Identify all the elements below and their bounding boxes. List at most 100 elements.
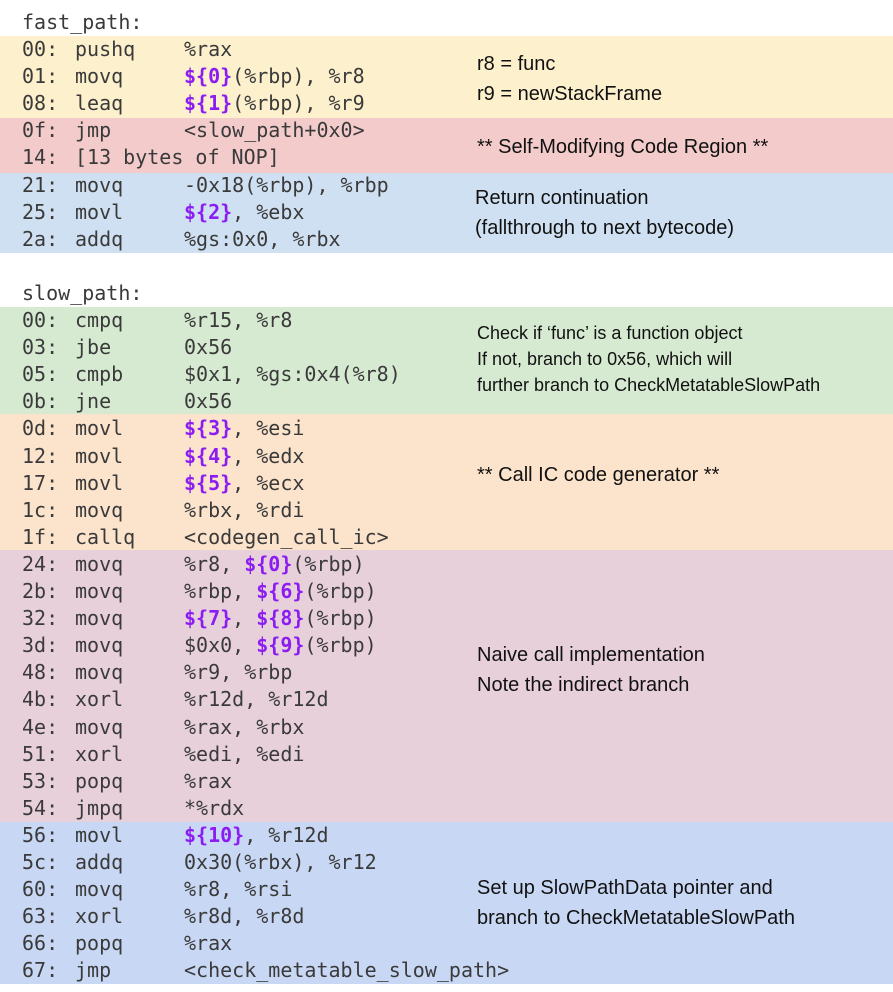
instruction-mnemonic: xorl xyxy=(75,904,124,929)
operand-text: %rax xyxy=(184,768,233,793)
instruction-address: 12: xyxy=(22,443,59,468)
operand-text: , %edx xyxy=(232,443,305,468)
function-check-region xyxy=(0,307,893,414)
instruction-mnemonic: jbe xyxy=(75,335,112,360)
instruction-mnemonic: popq xyxy=(75,768,124,793)
operand-text: (%rbp) xyxy=(304,633,377,658)
instruction-operands: %rax xyxy=(184,768,232,795)
instruction-mnemonic: movq xyxy=(75,877,124,902)
operand-text: (%rbp) xyxy=(304,579,377,603)
note-line: r9 = newStackFrame xyxy=(477,83,663,105)
instruction-address: 05: xyxy=(22,362,59,387)
instruction-address: 21: xyxy=(22,172,59,197)
instruction-operands: %rbx, %rdi xyxy=(184,497,304,524)
operand-text: *%rdx xyxy=(184,795,245,820)
instruction-address: 08: xyxy=(22,91,59,116)
fast-path-label: fast_path: xyxy=(22,10,143,34)
slow-path-setup-region xyxy=(0,822,893,984)
operand-text: 0x56 xyxy=(184,335,233,360)
operand-text: %r9, %rbp xyxy=(184,660,293,685)
instruction-mnemonic: jne xyxy=(75,389,112,414)
instruction-address: 54: xyxy=(22,795,59,820)
note-naive-call: Naive call implementation Note the indir… xyxy=(477,640,705,700)
instruction-address: 17: xyxy=(22,470,59,495)
operand-text: (%rbp) xyxy=(292,551,365,576)
operand-text: %r8, %rsi xyxy=(184,877,293,902)
return-continuation-region xyxy=(0,173,893,253)
note-line: If not, branch to 0x56, which will xyxy=(477,349,733,369)
instruction-mnemonic: pushq xyxy=(75,37,136,61)
operand-text: %r8, xyxy=(184,551,245,576)
instruction-operands: <slow_path+0x0> xyxy=(184,117,365,144)
note-call-ic: ** Call IC code generator ** xyxy=(477,460,719,490)
template-placeholder: ${4} xyxy=(184,443,233,468)
instruction-operands: %gs:0x0, %rbx xyxy=(184,226,341,253)
instruction-mnemonic: movl xyxy=(75,443,124,468)
instruction-mnemonic: addq xyxy=(75,226,124,251)
instruction-address: 3d: xyxy=(22,633,59,658)
instruction-mnemonic: movq xyxy=(75,64,124,89)
instruction-operands: 0x56 xyxy=(184,334,232,361)
note-line: Return continuation xyxy=(475,187,649,209)
instruction-operands: -0x18(%rbp), %rbp xyxy=(184,172,389,199)
operand-text: $0x1, %gs:0x4(%r8) xyxy=(184,362,401,387)
instruction-address: 00: xyxy=(22,308,59,332)
instruction-mnemonic: leaq xyxy=(75,91,124,116)
operand-text: -0x18(%rbp), %rbp xyxy=(184,172,389,197)
instruction-operands: 0x30(%rbx), %r12 xyxy=(184,849,377,876)
instruction-mnemonic: addq xyxy=(75,850,124,874)
instruction-operands: ${3}, %esi xyxy=(184,415,304,442)
instruction-address: 66: xyxy=(22,931,59,956)
instruction-address: 32: xyxy=(22,606,59,631)
template-placeholder: ${2} xyxy=(184,199,233,224)
operand-text: (%rbp), %r8 xyxy=(232,64,365,89)
instruction-address: 14: xyxy=(22,145,59,170)
instruction-mnemonic: movl xyxy=(75,199,124,224)
operand-text: <check_metatable_slow_path> xyxy=(184,958,510,983)
operand-text: (%rbp), %r9 xyxy=(232,91,365,116)
instruction-address: 53: xyxy=(22,768,59,793)
instruction-address: 4b: xyxy=(22,687,59,712)
instruction-operands: %r8, %rsi xyxy=(184,876,292,903)
operand-text: %rax xyxy=(184,931,233,956)
instruction-address: 24: xyxy=(22,551,59,576)
instruction-mnemonic: movl xyxy=(75,416,124,441)
operand-text: , %r12d xyxy=(244,822,329,847)
template-placeholder: ${9} xyxy=(256,633,305,658)
operand-text: , %esi xyxy=(232,416,305,441)
instruction-address: 1f: xyxy=(22,524,59,549)
instruction-mnemonic: movl xyxy=(75,822,124,847)
operand-text: (%rbp) xyxy=(304,606,377,631)
template-placeholder: ${0} xyxy=(184,64,233,89)
instruction-address: 5c: xyxy=(22,850,59,874)
instruction-mnemonic: movq xyxy=(75,172,124,197)
note-slow-path-data: Set up SlowPathData pointer and branch t… xyxy=(477,873,795,933)
operand-text: , %ebx xyxy=(232,199,305,224)
instruction-mnemonic: movq xyxy=(75,497,124,522)
note-line: further branch to CheckMetatableSlowPath xyxy=(477,375,821,395)
instruction-address: 01: xyxy=(22,64,59,89)
instruction-mnemonic: movq xyxy=(75,660,124,685)
instruction-address: 60: xyxy=(22,877,59,902)
instruction-address: 00: xyxy=(22,37,59,61)
instruction-mnemonic: callq xyxy=(75,524,136,549)
instruction-mnemonic: jmpq xyxy=(75,795,124,820)
call-ic-region xyxy=(0,414,893,550)
operand-text: , %ecx xyxy=(232,470,305,495)
instruction-operands: <check_metatable_slow_path> xyxy=(184,957,509,984)
instruction-operands: ${10}, %r12d xyxy=(184,822,329,849)
operand-text: <slow_path+0x0> xyxy=(184,118,365,143)
instruction-mnemonic: xorl xyxy=(75,741,124,766)
instruction-mnemonic: jmp xyxy=(75,958,112,983)
instruction-address: 1c: xyxy=(22,497,59,522)
operand-text: %edi, %edi xyxy=(184,741,305,766)
instruction-operands: %r9, %rbp xyxy=(184,659,292,686)
instruction-operands: ${0}(%rbp), %r8 xyxy=(184,63,365,90)
instruction-operands: *%rdx xyxy=(184,795,244,822)
note-line: (fallthrough to next bytecode) xyxy=(475,217,735,239)
instruction-operands: %rax xyxy=(184,930,232,957)
instruction-mnemonic: [13 bytes of NOP] xyxy=(75,145,280,170)
template-placeholder: ${6} xyxy=(256,579,305,603)
instruction-address: 2b: xyxy=(22,579,59,603)
instruction-operands: %r8d, %r8d xyxy=(184,903,304,930)
